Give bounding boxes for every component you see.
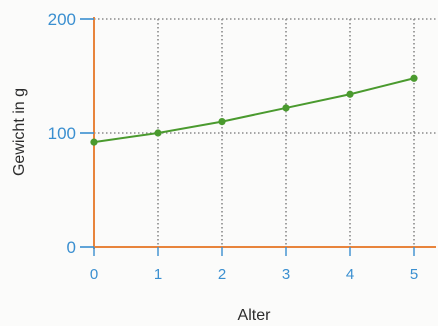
- x-tick-label: 1: [154, 266, 162, 283]
- y-tick-label: 0: [67, 238, 76, 257]
- tick-labels: 0 100 200 0 1 2 3 4 5: [48, 10, 419, 283]
- data-point: [346, 90, 354, 98]
- data-point: [154, 129, 162, 137]
- x-tick-label: 5: [410, 266, 418, 283]
- data-point: [282, 104, 290, 112]
- x-tick-label: 2: [218, 266, 226, 283]
- data-point: [218, 118, 226, 126]
- x-tick-label: 3: [282, 266, 290, 283]
- y-axis-title: Gewicht in g: [11, 88, 28, 176]
- x-tick-label: 0: [90, 266, 98, 283]
- data-point: [410, 74, 418, 82]
- x-axis-title: Alter: [238, 307, 272, 324]
- series: [90, 74, 418, 146]
- axes: [93, 17, 436, 249]
- y-tick-label: 200: [48, 10, 76, 29]
- x-tick-label: 4: [346, 266, 354, 283]
- series-line: [93, 77, 415, 144]
- grid: [94, 18, 436, 247]
- data-point: [90, 138, 98, 146]
- y-tick-label: 100: [48, 124, 76, 143]
